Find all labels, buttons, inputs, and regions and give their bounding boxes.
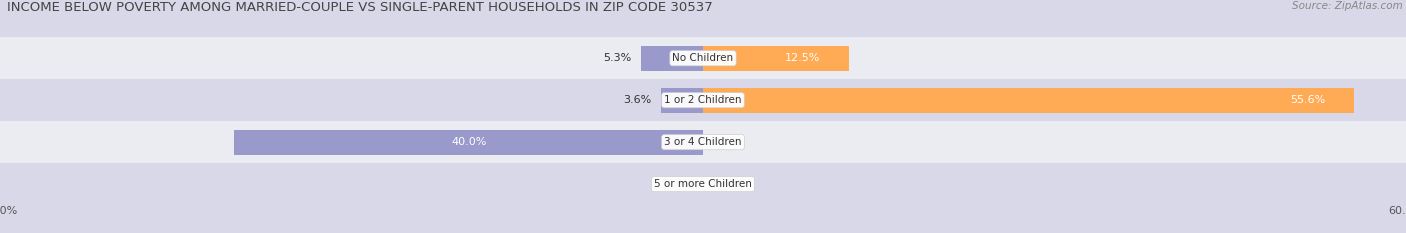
Bar (0, 37, 1406, 79)
Bar (641, 46, 703, 71)
Bar (0, 163, 1406, 205)
Bar (661, 88, 703, 113)
Text: 0.0%: 0.0% (665, 179, 693, 189)
Text: 3 or 4 Children: 3 or 4 Children (664, 137, 742, 147)
Bar (0, 121, 1406, 163)
Text: 0.0%: 0.0% (713, 137, 741, 147)
Text: 1 or 2 Children: 1 or 2 Children (664, 95, 742, 105)
Text: 12.5%: 12.5% (785, 53, 820, 63)
Text: 5.3%: 5.3% (603, 53, 631, 63)
Text: Source: ZipAtlas.com: Source: ZipAtlas.com (1292, 1, 1403, 11)
Text: 0.0%: 0.0% (713, 179, 741, 189)
Text: 3.6%: 3.6% (623, 95, 651, 105)
Bar (703, 88, 1354, 113)
Text: INCOME BELOW POVERTY AMONG MARRIED-COUPLE VS SINGLE-PARENT HOUSEHOLDS IN ZIP COD: INCOME BELOW POVERTY AMONG MARRIED-COUPL… (7, 1, 713, 14)
Text: 55.6%: 55.6% (1289, 95, 1324, 105)
Text: 5 or more Children: 5 or more Children (654, 179, 752, 189)
Bar (0, 79, 1406, 121)
Text: No Children: No Children (672, 53, 734, 63)
Bar (235, 130, 703, 155)
Text: 40.0%: 40.0% (451, 137, 486, 147)
Bar (703, 46, 849, 71)
